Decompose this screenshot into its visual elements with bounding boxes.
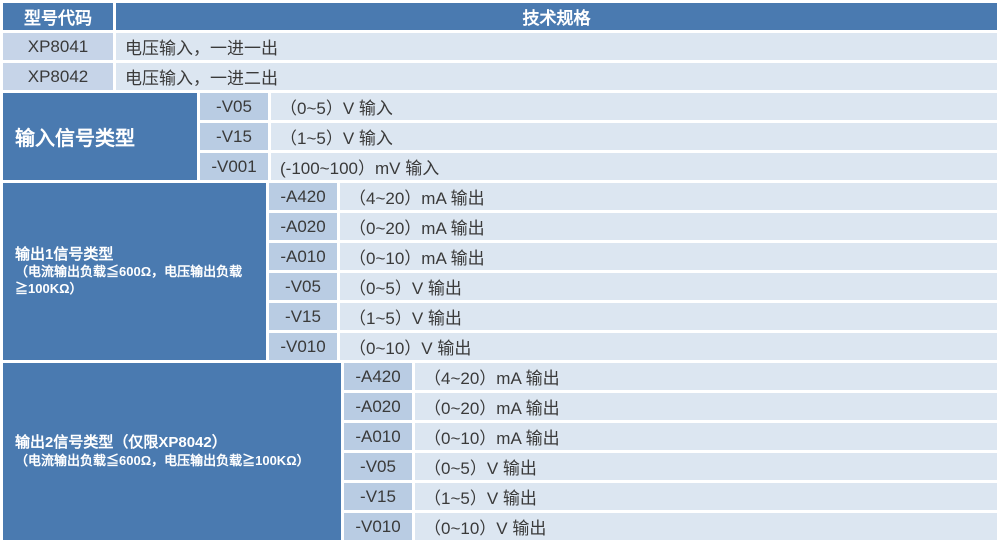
section-subtitle: （电流输出负载≦600Ω，电压输出负载≧100KΩ） <box>15 264 243 297</box>
table-row: -A420 （4~20）mA 输出 <box>344 363 997 390</box>
table-row: -V05 （0~5）V 输出 <box>344 453 997 480</box>
option-code-cell: -V15 <box>200 123 268 150</box>
option-spec-cell: （1~5）V 输出 <box>415 483 997 510</box>
section-options: -A420 （4~20）mA 输出 -A020 （0~20）mA 输出 -A01… <box>344 363 997 540</box>
table-row: -A420 （4~20）mA 输出 <box>269 183 997 210</box>
model-spec-cell: 电压输入，一进一出 <box>116 33 997 60</box>
option-spec-cell: （0~10）mA 输出 <box>415 423 997 450</box>
option-code-cell: -A020 <box>269 213 337 240</box>
option-spec-cell: （0~10）V 输出 <box>340 333 997 360</box>
option-code-cell: -V15 <box>344 483 412 510</box>
table-row: -A020 （0~20）mA 输出 <box>269 213 997 240</box>
option-spec-cell: （4~20）mA 输出 <box>340 183 997 210</box>
section-options: -A420 （4~20）mA 输出 -A020 （0~20）mA 输出 -A01… <box>269 183 997 360</box>
model-code-cell: XP8042 <box>3 63 113 90</box>
table-row: XP8041 电压输入，一进一出 <box>3 33 997 60</box>
option-code-cell: -A420 <box>269 183 337 210</box>
table-row: -A010 （0~10）mA 输出 <box>344 423 997 450</box>
section-input-signal: 输入信号类型 -V05 （0~5）V 输入 -V15 （1~5）V 输入 -V0… <box>3 93 997 180</box>
option-code-cell: -V05 <box>344 453 412 480</box>
option-spec-cell: （0~10）V 输出 <box>415 513 997 540</box>
option-spec-cell: （1~5）V 输出 <box>340 303 997 330</box>
table-row: -V05 （0~5）V 输入 <box>200 93 997 120</box>
table-row: XP8042 电压输入，一进二出 <box>3 63 997 90</box>
table-row: -V010 （0~10）V 输出 <box>344 513 997 540</box>
option-code-cell: -V05 <box>269 273 337 300</box>
section-subtitle: （电流输出负载≦600Ω，电压输出负载≧100KΩ） <box>15 452 310 468</box>
section-output1-signal: 输出1信号类型 （电流输出负载≦600Ω，电压输出负载≧100KΩ） -A420… <box>3 183 997 360</box>
option-code-cell: -V010 <box>344 513 412 540</box>
table-row: -A010 （0~10）mA 输出 <box>269 243 997 270</box>
option-code-cell: -V010 <box>269 333 337 360</box>
option-code-cell: -A020 <box>344 393 412 420</box>
table-row: -V05 （0~5）V 输出 <box>269 273 997 300</box>
option-spec-cell: （0~5）V 输出 <box>415 453 997 480</box>
table-row: -A020 （0~20）mA 输出 <box>344 393 997 420</box>
model-code-cell: XP8041 <box>3 33 113 60</box>
option-code-cell: -A010 <box>269 243 337 270</box>
section-label-cell: 输入信号类型 <box>3 93 197 180</box>
option-code-cell: -V05 <box>200 93 268 120</box>
option-code-cell: -A010 <box>344 423 412 450</box>
option-spec-cell: (-100~100）mV 输入 <box>271 153 997 180</box>
section-label-cell: 输出2信号类型（仅限XP8042） （电流输出负载≦600Ω，电压输出负载≧10… <box>3 363 341 540</box>
section-options: -V05 （0~5）V 输入 -V15 （1~5）V 输入 -V001 (-10… <box>200 93 997 180</box>
option-spec-cell: （4~20）mA 输出 <box>415 363 997 390</box>
option-code-cell: -V001 <box>200 153 268 180</box>
table-header-row: 型号代码 技术规格 <box>3 3 997 30</box>
section-output2-signal: 输出2信号类型（仅限XP8042） （电流输出负载≦600Ω，电压输出负载≧10… <box>3 363 997 540</box>
section-title: 输出2信号类型（仅限XP8042） <box>15 434 227 452</box>
table-row: -V010 （0~10）V 输出 <box>269 333 997 360</box>
section-label-cell: 输出1信号类型 （电流输出负载≦600Ω，电压输出负载≧100KΩ） <box>3 183 266 360</box>
option-spec-cell: （0~20）mA 输出 <box>415 393 997 420</box>
section-title: 输出1信号类型 <box>15 245 114 263</box>
header-model-code: 型号代码 <box>3 3 113 30</box>
option-spec-cell: （0~20）mA 输出 <box>340 213 997 240</box>
option-spec-cell: （1~5）V 输入 <box>271 123 997 150</box>
table-row: -V15 （1~5）V 输入 <box>200 123 997 150</box>
option-code-cell: -V15 <box>269 303 337 330</box>
table-row: -V15 （1~5）V 输出 <box>269 303 997 330</box>
model-spec-cell: 电压输入，一进二出 <box>116 63 997 90</box>
option-spec-cell: （0~5）V 输入 <box>271 93 997 120</box>
table-row: -V001 (-100~100）mV 输入 <box>200 153 997 180</box>
option-code-cell: -A420 <box>344 363 412 390</box>
header-tech-spec: 技术规格 <box>116 3 997 30</box>
option-spec-cell: （0~10）mA 输出 <box>340 243 997 270</box>
option-spec-cell: （0~5）V 输出 <box>340 273 997 300</box>
table-row: -V15 （1~5）V 输出 <box>344 483 997 510</box>
